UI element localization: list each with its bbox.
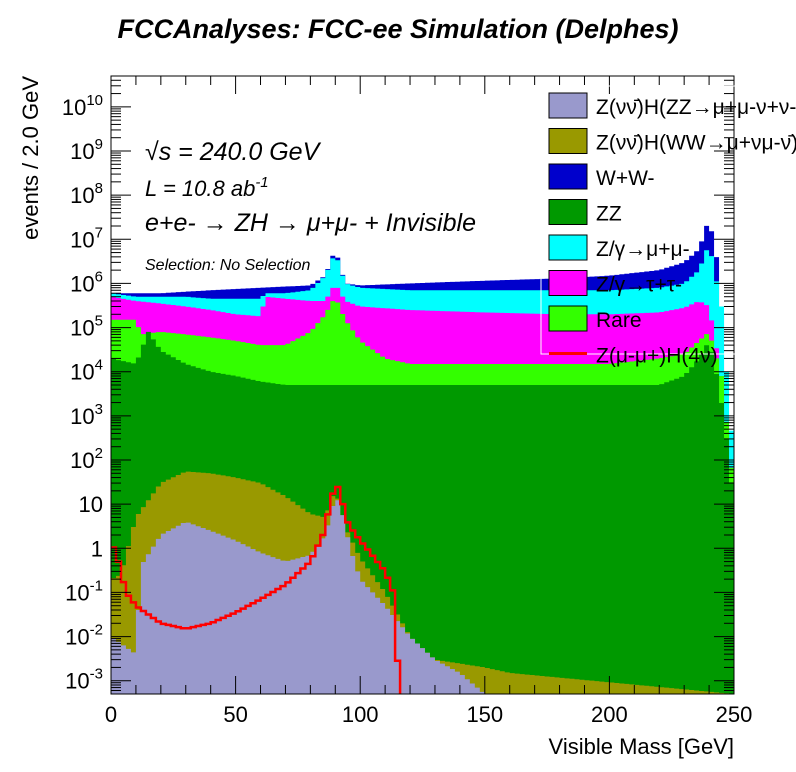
x-tick-label: 150 [466,702,503,727]
x-tick-label: 200 [591,702,628,727]
y-tick-label: 10-2 [65,622,103,650]
signal-line [111,485,402,694]
legend-swatch [548,305,588,332]
legend-label: Z/γ→τ+τ- [596,274,682,297]
y-tick-label: 109 [70,136,103,164]
y-tick-label: 102 [70,445,103,473]
legend-swatch [548,270,588,296]
legend-label: Z(μ-μ+)H(4ν) [596,345,718,368]
plot-area [111,225,734,694]
legend-label: Z(νν̄)H(WW→μ+νμ-ν̄) [596,132,796,155]
y-tick-label: 107 [70,224,103,252]
y-tick-label: 103 [70,401,103,429]
annotation-selection: Selection: No Selection [145,257,311,274]
legend-frame [540,85,796,355]
legend-label: Rare [596,309,642,332]
legend-swatch [548,163,588,190]
y-tick-label: 1 [91,536,103,561]
legend-label: ZZ [596,203,622,226]
stack-ZnunuH_ZZ [111,500,734,694]
legend-swatch [548,199,588,225]
annotation-luminosity: L = 10.8 ab-1 [145,174,269,201]
x-tick-label: 250 [716,702,753,727]
legend-label: W+W- [596,167,655,190]
y-tick-label: 106 [70,268,103,296]
y-tick-label: 10-3 [65,666,103,694]
annotation-sqrt-s: √s = 240.0 GeV [145,138,322,166]
annotation-process: e+e- → ZH → μ+μ- + Invisible [145,209,476,237]
x-axis-label: Visible Mass [GeV] [549,734,734,759]
y-tick-label: 108 [70,180,103,208]
x-tick-label: 50 [223,702,247,727]
y-tick-label: 10-1 [65,577,103,605]
y-tick-label: 105 [70,313,103,341]
legend-swatch [548,234,588,261]
x-tick-label: 100 [342,702,379,727]
y-tick-label: 1010 [62,92,103,120]
y-tick-label: 10 [79,492,103,517]
y-axis-label: events / 2.0 GeV [18,76,43,240]
legend-label: Z/γ→μ+μ- [596,238,690,261]
legend-swatch [548,128,588,154]
x-tick-label: 0 [105,702,117,727]
legend-label: Z(νν̄)H(ZZ→μ+μ-ν+ν-) [596,96,796,119]
legend-swatch [548,92,588,119]
y-tick-label: 104 [70,357,103,385]
chart-title: FCCAnalyses: FCC-ee Simulation (Delphes) [117,14,679,44]
